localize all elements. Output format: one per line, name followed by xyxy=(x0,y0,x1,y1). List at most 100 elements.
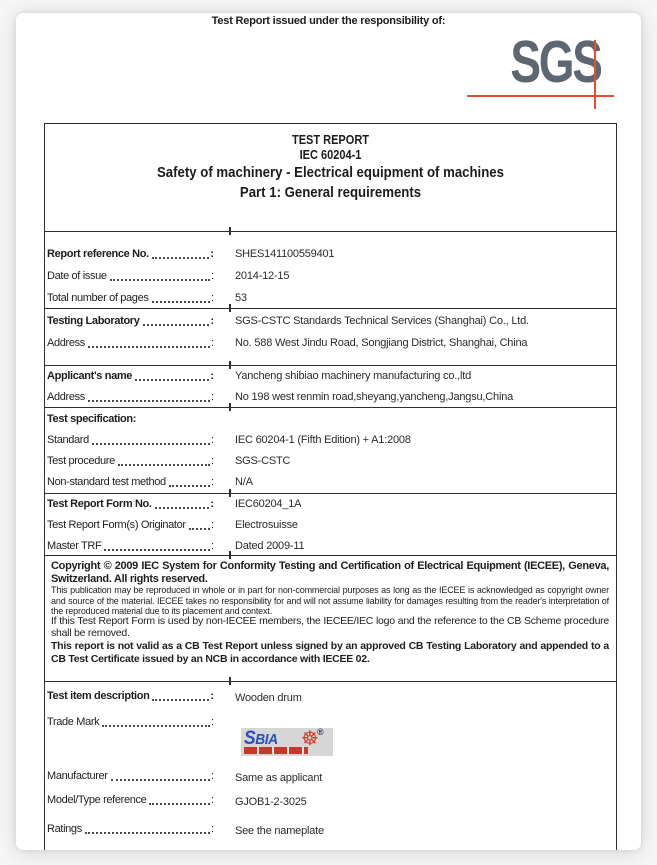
colon: : xyxy=(210,391,214,403)
field-row-testing-laboratory: Testing Laboratory: SGS-CSTC Standards T… xyxy=(45,310,616,332)
field-value: No. 588 West Jindu Road, Songjiang Distr… xyxy=(235,337,528,349)
field-value: SHES141100559401 xyxy=(235,248,335,260)
colon: : xyxy=(210,540,214,552)
field-label: Standard xyxy=(47,434,89,446)
dotted-leader xyxy=(142,317,210,326)
field-row-master-trf: Master TRF: Dated 2009-11 xyxy=(45,536,616,557)
colon: : xyxy=(210,476,214,488)
copyright-body: If this Test Report Form is used by non-… xyxy=(51,615,609,639)
field-label: Test Report Form No. xyxy=(47,498,152,510)
field-label: Total number of pages xyxy=(47,292,149,304)
column-divider-tick xyxy=(229,361,231,369)
field-value: See the nameplate xyxy=(235,825,324,837)
field-row-test-specification: Test specification: xyxy=(45,409,616,430)
field-label: Testing Laboratory xyxy=(47,315,140,327)
field-value: Dated 2009-11 xyxy=(235,540,305,552)
field-label: Model/Type reference xyxy=(47,794,147,806)
standard-part: Part 1: General requirements xyxy=(239,183,422,201)
dotted-leader xyxy=(149,796,210,805)
section-testing-laboratory: Testing Laboratory: SGS-CSTC Standards T… xyxy=(45,304,616,366)
report-table: TEST REPORT IEC 60204-1 Safety of machin… xyxy=(44,123,617,850)
trademark-logo-text: SBIA xyxy=(244,728,278,749)
dotted-leader xyxy=(104,542,210,551)
column-divider-tick xyxy=(229,551,231,559)
colon: : xyxy=(210,690,214,702)
colon: : xyxy=(210,794,214,806)
colon: : xyxy=(210,823,214,835)
field-row-test-procedure: Test procedure: SGS-CSTC xyxy=(45,451,616,472)
field-row-standard: Standard: IEC 60204-1 (Fifth Edition) + … xyxy=(45,430,616,451)
field-value: IEC 60204-1 (Fifth Edition) + A1:2008 xyxy=(235,434,411,446)
colon: : xyxy=(210,716,214,728)
colon: : xyxy=(210,498,214,510)
wheel-icon: ☸ xyxy=(301,726,319,750)
field-row-trf-originator: Test Report Form(s) Originator: Electros… xyxy=(45,515,616,536)
standard-name: Safety of machinery - Electrical equipme… xyxy=(157,164,504,181)
colon: : xyxy=(210,770,214,782)
dotted-leader xyxy=(87,393,210,402)
colon: : xyxy=(210,337,214,349)
field-value: 53 xyxy=(235,292,247,304)
sgs-logo-vertical-line xyxy=(594,40,597,109)
dotted-leader xyxy=(154,500,210,509)
field-label: Master TRF xyxy=(47,540,102,552)
dotted-leader xyxy=(102,718,210,727)
field-label: Address xyxy=(47,337,85,349)
field-value: Wooden drum xyxy=(235,692,302,704)
field-label: Non-standard test method xyxy=(47,476,166,488)
field-value: GJOB1-2-3025 xyxy=(235,796,307,808)
colon: : xyxy=(210,292,214,304)
title-block: TEST REPORT IEC 60204-1 Safety of machin… xyxy=(45,124,616,232)
field-value: 2014-12-15 xyxy=(235,270,290,282)
field-value: Yancheng shibiao machinery manufacturing… xyxy=(235,370,472,382)
section-test-item: Test item description: Wooden drum Trade… xyxy=(45,677,616,851)
field-value: SGS-CSTC xyxy=(235,455,291,467)
colon: : xyxy=(210,434,214,446)
field-label: Test specification: xyxy=(47,413,137,425)
trademark-chinese-strip xyxy=(244,747,308,754)
dotted-leader xyxy=(135,372,210,381)
field-label: Test procedure xyxy=(47,455,115,467)
field-label: Applicant's name xyxy=(47,370,133,382)
field-label: Trade Mark xyxy=(47,716,100,728)
dotted-leader xyxy=(168,478,210,487)
column-divider-tick xyxy=(229,227,231,235)
field-row-applicant-address: Address: No 198 west renmin road,sheyang… xyxy=(45,387,616,408)
dotted-leader xyxy=(151,250,210,259)
registered-mark-icon: ® xyxy=(317,727,324,737)
dotted-leader xyxy=(110,772,210,781)
sgs-logo: SGS xyxy=(455,33,625,114)
colon: : xyxy=(210,248,214,260)
colon: : xyxy=(210,455,214,467)
field-row-manufacturer: Manufacturer: Same as applicant xyxy=(45,764,616,788)
copyright-small-print: This publication may be reproduced in wh… xyxy=(51,585,609,616)
field-row-ratings: Ratings: See the nameplate xyxy=(45,817,616,841)
field-row-total-pages: Total number of pages: 53 xyxy=(45,287,616,309)
field-value: No 198 west renmin road,sheyang,yancheng… xyxy=(235,391,514,403)
dotted-leader xyxy=(151,294,210,303)
field-row-applicant-name: Applicant's name: Yancheng shibiao machi… xyxy=(45,366,616,387)
field-label: Manufacturer xyxy=(47,770,108,782)
field-label: Ratings xyxy=(47,823,82,835)
field-value: IEC60204_1A xyxy=(235,498,302,510)
copyright-notice: This report is not valid as a CB Test Re… xyxy=(51,639,609,665)
field-row-trf-no: Test Report Form No.: IEC60204_1A xyxy=(45,494,616,515)
dotted-leader xyxy=(117,457,210,466)
colon: : xyxy=(210,270,214,282)
field-row-model-type: Model/Type reference: GJOB1-2-3025 xyxy=(45,788,616,812)
colon: : xyxy=(210,519,214,531)
field-label: Test item description xyxy=(47,690,150,702)
dotted-leader xyxy=(91,436,210,445)
sbia-trademark-logo: SBIA ☸ ® xyxy=(241,726,333,756)
field-label: Test Report Form(s) Originator xyxy=(47,519,186,531)
field-value: Same as applicant xyxy=(235,772,323,784)
section-trf: Test Report Form No.: IEC60204_1A Test R… xyxy=(45,489,616,557)
dotted-leader xyxy=(84,825,210,834)
field-row-non-standard-method: Non-standard test method: N/A xyxy=(45,472,616,493)
column-divider-tick xyxy=(229,304,231,312)
field-value: Electrosuisse xyxy=(235,519,298,531)
copyright-heading: Copyright © 2009 IEC System for Conformi… xyxy=(51,560,609,585)
column-divider-tick xyxy=(229,489,231,497)
section-copyright: Copyright © 2009 IEC System for Conformi… xyxy=(45,551,616,682)
standard-number: IEC 60204-1 xyxy=(299,148,362,162)
